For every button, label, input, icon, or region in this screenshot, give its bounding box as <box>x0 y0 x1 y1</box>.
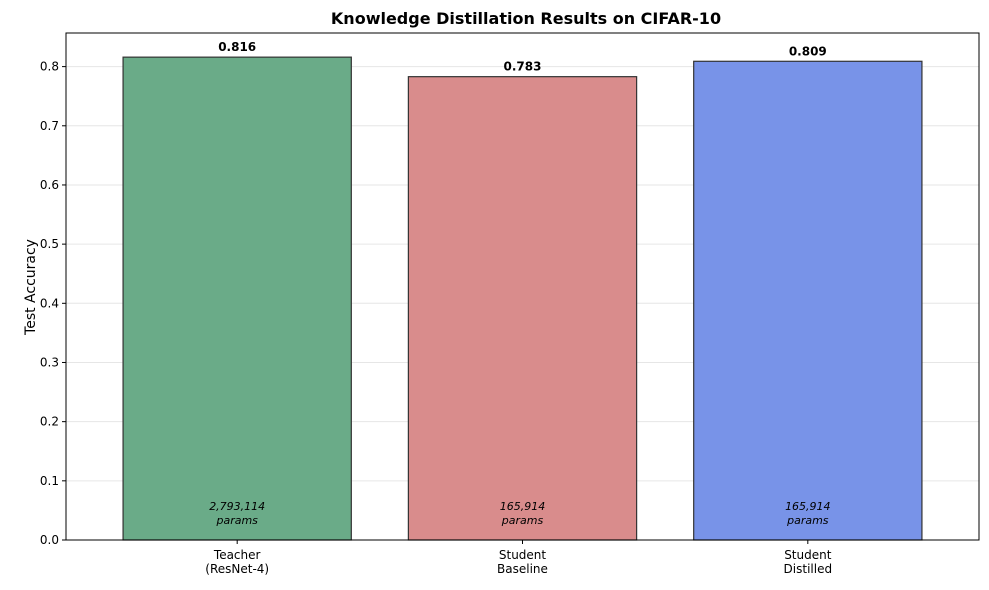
axis-ticks: 0.0 0.1 0.2 0.3 0.4 0.5 0.6 0.7 0.8 Teacher (ResNe… <box>40 60 832 576</box>
x-tick-label: Student Distilled <box>784 548 833 576</box>
x-tick-label-line: (ResNet-4) <box>205 562 269 576</box>
param-annotation-line: 2,793,114 <box>209 500 265 513</box>
value-label: 0.809 <box>789 44 827 58</box>
param-annotation-line: params <box>501 514 544 527</box>
bars <box>122 56 923 541</box>
y-tick-label: 0.4 <box>40 296 59 310</box>
param-annotation: 165,914 params <box>785 500 831 527</box>
x-tick-label-line: Student <box>499 548 547 562</box>
y-tick-label: 0.0 <box>40 533 59 547</box>
param-annotation-line: 165,914 <box>785 500 831 513</box>
value-label: 0.783 <box>504 60 542 74</box>
param-annotation-line: params <box>786 514 829 527</box>
x-tick-label-line: Baseline <box>497 562 548 576</box>
y-axis-title: Test Accuracy <box>23 239 39 336</box>
param-annotation-line: params <box>215 514 258 527</box>
chart-title: Knowledge Distillation Results on CIFAR-… <box>331 9 721 28</box>
y-tick-label: 0.3 <box>40 355 59 369</box>
x-tick-label-line: Student <box>784 548 832 562</box>
bar <box>693 60 923 541</box>
x-tick-label-line: Teacher <box>213 548 261 562</box>
param-annotation: 165,914 params <box>500 500 546 527</box>
y-tick-label: 0.6 <box>40 178 59 192</box>
y-tick-label: 0.8 <box>40 60 59 74</box>
y-tick-label: 0.7 <box>40 119 59 133</box>
y-tick-label: 0.2 <box>40 415 59 429</box>
y-tick-label: 0.1 <box>40 474 59 488</box>
bar <box>122 56 352 541</box>
x-tick-label: Teacher (ResNet-4) <box>205 548 269 576</box>
x-tick-label: Student Baseline <box>497 548 548 576</box>
x-tick-label-line: Distilled <box>784 562 833 576</box>
y-tick-label: 0.5 <box>40 237 59 251</box>
value-label: 0.816 <box>218 40 256 54</box>
param-annotation: 2,793,114 params <box>209 500 265 527</box>
param-annotation-line: 165,914 <box>500 500 546 513</box>
bar <box>407 76 638 541</box>
